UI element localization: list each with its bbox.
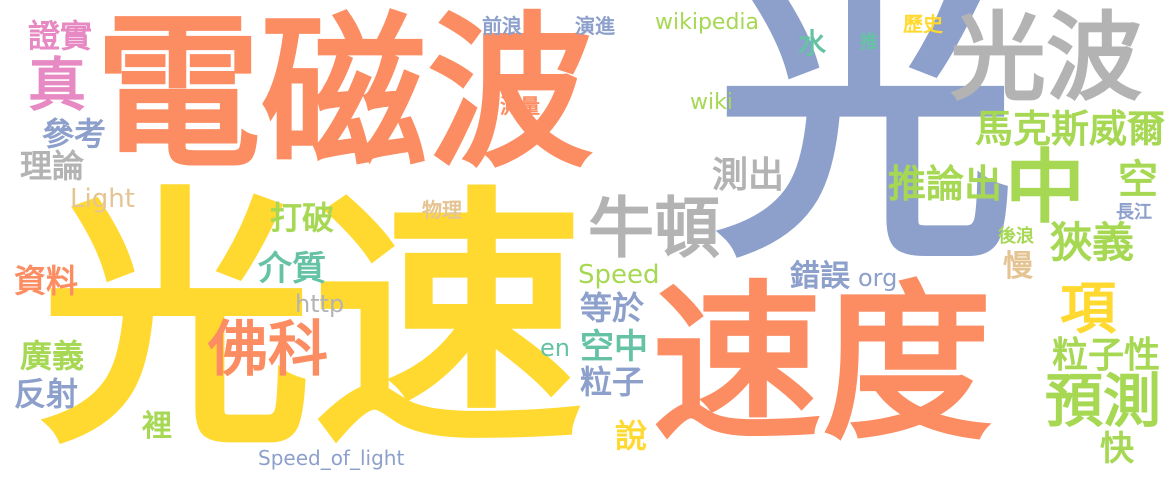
word-佛科: 佛科	[208, 315, 328, 385]
word-演進: 演進	[575, 14, 615, 38]
word-光: 光	[715, 0, 1015, 299]
word-廣義: 廣義	[20, 337, 85, 375]
word-測量: 測量	[500, 94, 540, 118]
word-Light: Light	[70, 184, 135, 214]
word-資料: 資料	[14, 262, 79, 300]
word-歷史: 歷史	[903, 12, 943, 36]
word-測出: 測出	[712, 155, 785, 196]
word-等於: 等於	[580, 289, 645, 327]
word-真: 真	[28, 51, 87, 119]
word-狹義: 狹義	[1050, 218, 1135, 267]
word-光速: 光速	[40, 166, 584, 482]
word-介質: 介質	[258, 249, 326, 289]
word-預測: 預測	[1045, 367, 1162, 435]
word-前浪: 前浪	[482, 14, 522, 38]
word-說: 說	[615, 417, 648, 455]
word-空: 空	[1118, 157, 1158, 203]
word-電磁波: 電磁波	[95, 0, 593, 191]
word-快: 快	[1100, 429, 1134, 469]
word-光波: 光波	[950, 2, 1142, 114]
word-wiki: wiki	[690, 90, 733, 115]
word-水: 水	[798, 27, 827, 60]
word-en: en	[540, 334, 570, 362]
word-裡: 裡	[142, 409, 172, 444]
word-反射: 反射	[14, 375, 79, 413]
word-證實: 證實	[28, 17, 93, 55]
word-粒子性: 粒子性	[1052, 335, 1161, 376]
word-項: 項	[1060, 277, 1116, 342]
word-粒子: 粒子	[580, 363, 645, 401]
word-錯誤: 錯誤	[790, 259, 850, 294]
word-速度: 速度	[652, 266, 993, 464]
word-參考: 參考	[42, 115, 107, 153]
word-http: http	[295, 290, 345, 318]
word-牛頓: 牛頓	[588, 190, 720, 267]
word-中: 中	[1005, 141, 1085, 234]
word-推論出: 推論出	[888, 162, 1003, 206]
word-長江: 長江	[1116, 202, 1152, 223]
word-Speed_of_light: Speed_of_light	[258, 446, 405, 470]
word-馬克斯威爾: 馬克斯威爾	[975, 107, 1166, 151]
word-打破: 打破	[270, 199, 335, 237]
word-wikipedia: wikipedia	[655, 10, 760, 35]
word-物理: 物理	[422, 198, 462, 222]
word-慢: 慢	[1003, 249, 1033, 284]
word-後浪: 後浪	[998, 226, 1034, 247]
word-推: 推	[860, 32, 878, 53]
word-理論: 理論	[20, 147, 85, 185]
word-org: org	[858, 264, 898, 292]
word-Speed: Speed	[578, 260, 660, 290]
word-空中: 空中	[580, 327, 648, 367]
